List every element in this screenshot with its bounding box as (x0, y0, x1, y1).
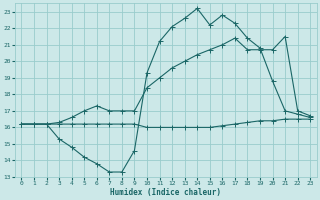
X-axis label: Humidex (Indice chaleur): Humidex (Indice chaleur) (110, 188, 221, 197)
